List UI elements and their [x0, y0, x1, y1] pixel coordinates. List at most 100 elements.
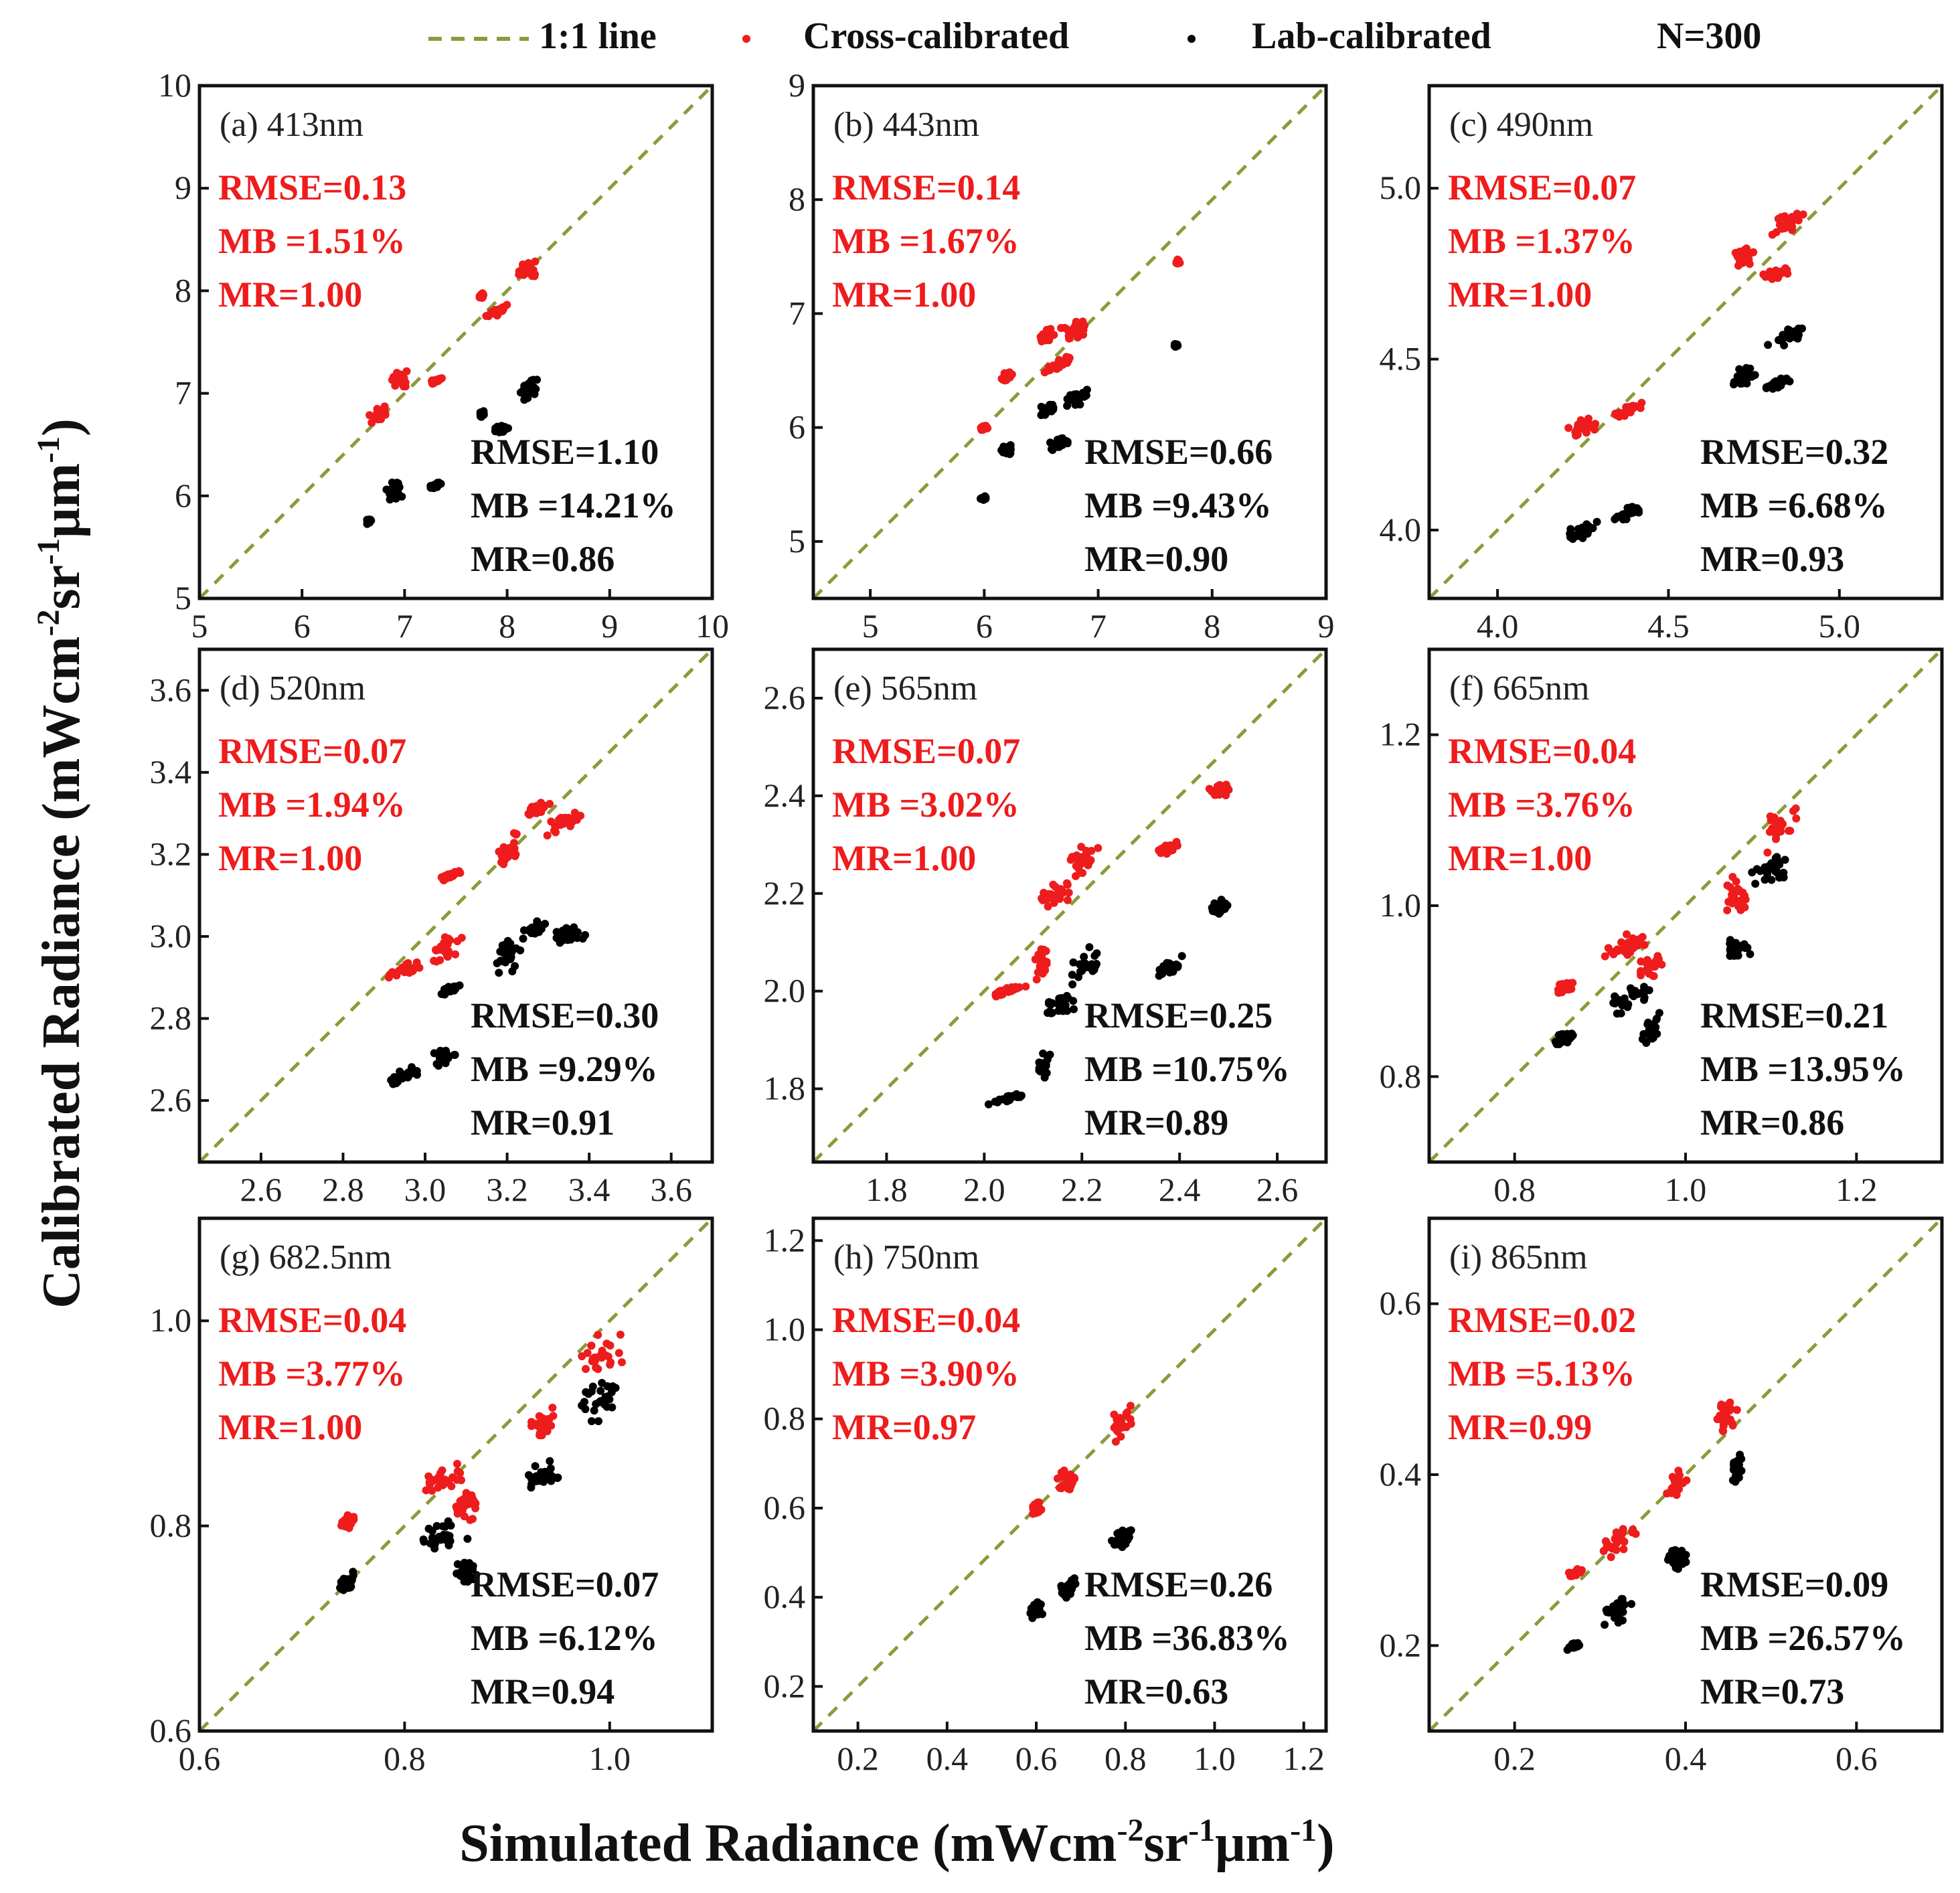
- cross-calibrated-point: [451, 950, 460, 959]
- cross-calibrated-point: [1591, 420, 1600, 428]
- lab-calibrated-point: [1730, 947, 1738, 956]
- lab-calibrated-point: [999, 442, 1008, 451]
- cross-calibrated-point: [615, 1349, 623, 1357]
- lab-calibrated-point: [1077, 960, 1086, 969]
- lab-calibrated-point: [1794, 324, 1803, 333]
- x-tick-label: 0.2: [837, 1740, 879, 1777]
- cross-calibrated-point: [1642, 959, 1651, 967]
- lab-calibrated-point: [608, 1382, 617, 1390]
- lab-calibrated-point: [413, 1070, 421, 1079]
- x-tick-label: 0.8: [1493, 1171, 1536, 1208]
- cross-calibrated-point: [1621, 406, 1630, 415]
- lab-calibrated-point: [1210, 899, 1219, 908]
- panel-frame: [811, 647, 1328, 1164]
- cross-calibrated-point: [1717, 1400, 1726, 1409]
- one-to-one-line: [1429, 1218, 1942, 1731]
- x-tick-label: 4.0: [1477, 607, 1519, 645]
- panel-b: 5 6 7 8 9 5 6 7 8 9 (b) 443nm RMSE=0.14 MB =1.67% MR=…: [789, 66, 1335, 645]
- lab-calibrated-point: [1619, 510, 1628, 519]
- cross-calibrated-point: [428, 1487, 436, 1495]
- cross-calibrated-point: [509, 829, 518, 837]
- lab-calibrated-point: [1060, 1583, 1068, 1592]
- x-tick-label: 5.0: [1819, 607, 1861, 645]
- cross-calibrated-point: [1062, 879, 1071, 888]
- cross-calibrated-point: [1636, 404, 1645, 412]
- lab-calibrated-point: [1565, 1643, 1574, 1651]
- y-tick-label: 1.0: [150, 1301, 192, 1339]
- panel-title: (e) 565nm: [833, 669, 977, 708]
- lab-calibrated-point: [450, 1050, 459, 1059]
- x-tick-label: 0.4: [926, 1740, 969, 1777]
- lab-calibrated-point: [1775, 336, 1783, 344]
- y-tick-label: 0.4: [1380, 1455, 1422, 1493]
- lab-calibrated-point: [608, 1403, 617, 1412]
- x-tick-label: 1.0: [1665, 1171, 1707, 1208]
- lab-calibrated-point: [1762, 383, 1771, 392]
- lab-stat-label: MB =9.43%: [1084, 485, 1272, 525]
- lab-calibrated-point: [392, 494, 400, 503]
- legend-cross-label: Cross-calibrated: [803, 15, 1069, 57]
- legend-line-label: 1:1 line: [539, 15, 657, 57]
- cross-calibrated-series: [385, 799, 585, 982]
- cross-calibrated-point: [1785, 827, 1793, 835]
- lab-calibrated-point: [444, 983, 453, 991]
- cross-calibrated-point: [1055, 894, 1064, 902]
- y-tick-label: 1.2: [764, 1221, 806, 1258]
- cross-calibrated-point: [1123, 1408, 1132, 1416]
- x-tick-label: 8: [499, 607, 515, 645]
- cross-calibrated-point: [1072, 851, 1081, 859]
- cross-calibrated-point: [1726, 1398, 1734, 1407]
- lab-calibrated-point: [607, 1388, 616, 1396]
- panel-i: 0.2 0.4 0.6 0.2 0.4 0.6 (i) 865nm RMSE=0.02 MB =…: [1380, 1216, 1944, 1777]
- cross-calibrated-point: [490, 307, 499, 316]
- cross-calibrated-point: [1167, 843, 1175, 851]
- cross-calibrated-point: [594, 1331, 602, 1339]
- lab-calibrated-point: [430, 481, 439, 489]
- cross-calibrated-point: [447, 871, 456, 880]
- cross-calibrated-point: [1060, 1466, 1068, 1475]
- y-tick-label: 7: [789, 294, 805, 331]
- lab-calibrated-point: [1043, 1055, 1052, 1064]
- lab-calibrated-point: [1741, 944, 1750, 953]
- cross-calibrated-point: [499, 303, 507, 311]
- x-tick-label: 3.6: [650, 1171, 692, 1208]
- lab-stat-label: RMSE=0.07: [471, 1564, 659, 1604]
- lab-calibrated-point: [531, 1462, 540, 1471]
- y-tick-label: 2.6: [764, 679, 806, 716]
- cross-calibrated-point: [979, 422, 987, 430]
- lab-calibrated-point: [442, 1536, 451, 1544]
- cross-stat-label: MB =1.67%: [832, 221, 1019, 261]
- x-tick-label: 3.2: [486, 1171, 528, 1208]
- cross-calibrated-point: [996, 991, 1005, 999]
- lab-calibrated-point: [1007, 1093, 1016, 1102]
- y-tick-label: 9: [175, 169, 191, 206]
- lab-calibrated-point: [1761, 863, 1769, 872]
- lab-calibrated-point: [1568, 1032, 1576, 1041]
- y-tick-label: 6: [175, 477, 191, 514]
- cross-calibrated-point: [1738, 258, 1747, 267]
- cross-calibrated-point: [453, 937, 462, 946]
- cross-calibrated-point: [618, 1358, 626, 1367]
- cross-stat-label: MB =3.90%: [832, 1353, 1019, 1394]
- cross-calibrated-point: [1749, 248, 1758, 256]
- cross-calibrated-point: [1064, 1475, 1073, 1484]
- lab-calibrated-point: [1169, 967, 1177, 976]
- legend: 1:1 line Cross-calibrated Lab-calibrated…: [428, 15, 1761, 57]
- cross-calibrated-point: [547, 817, 556, 826]
- cross-calibrated-point: [1079, 331, 1088, 339]
- x-tick-label: 2.6: [1256, 1171, 1299, 1208]
- panels: 5 6 7 8 9 10 5 6 7 8 9 10 (a) 413nm RMSE=0.13 MB =1.51…: [150, 66, 1944, 1777]
- cross-calibrated-point: [1057, 886, 1066, 894]
- x-tick-label: 0.6: [1835, 1740, 1878, 1777]
- lab-calibrated-point: [1751, 880, 1760, 888]
- lab-calibrated-point: [1552, 1040, 1561, 1048]
- cross-calibrated-point: [457, 1476, 465, 1485]
- lab-calibrated-point: [1566, 533, 1574, 542]
- cross-calibrated-point: [1792, 814, 1801, 823]
- plot-area: [1429, 649, 1942, 1162]
- lab-calibrated-series: [976, 340, 1182, 504]
- panel-frame: [811, 1216, 1328, 1733]
- cross-calibrated-point: [1040, 332, 1049, 341]
- panel-title: (i) 865nm: [1449, 1238, 1588, 1277]
- lab-calibrated-point: [1771, 868, 1780, 876]
